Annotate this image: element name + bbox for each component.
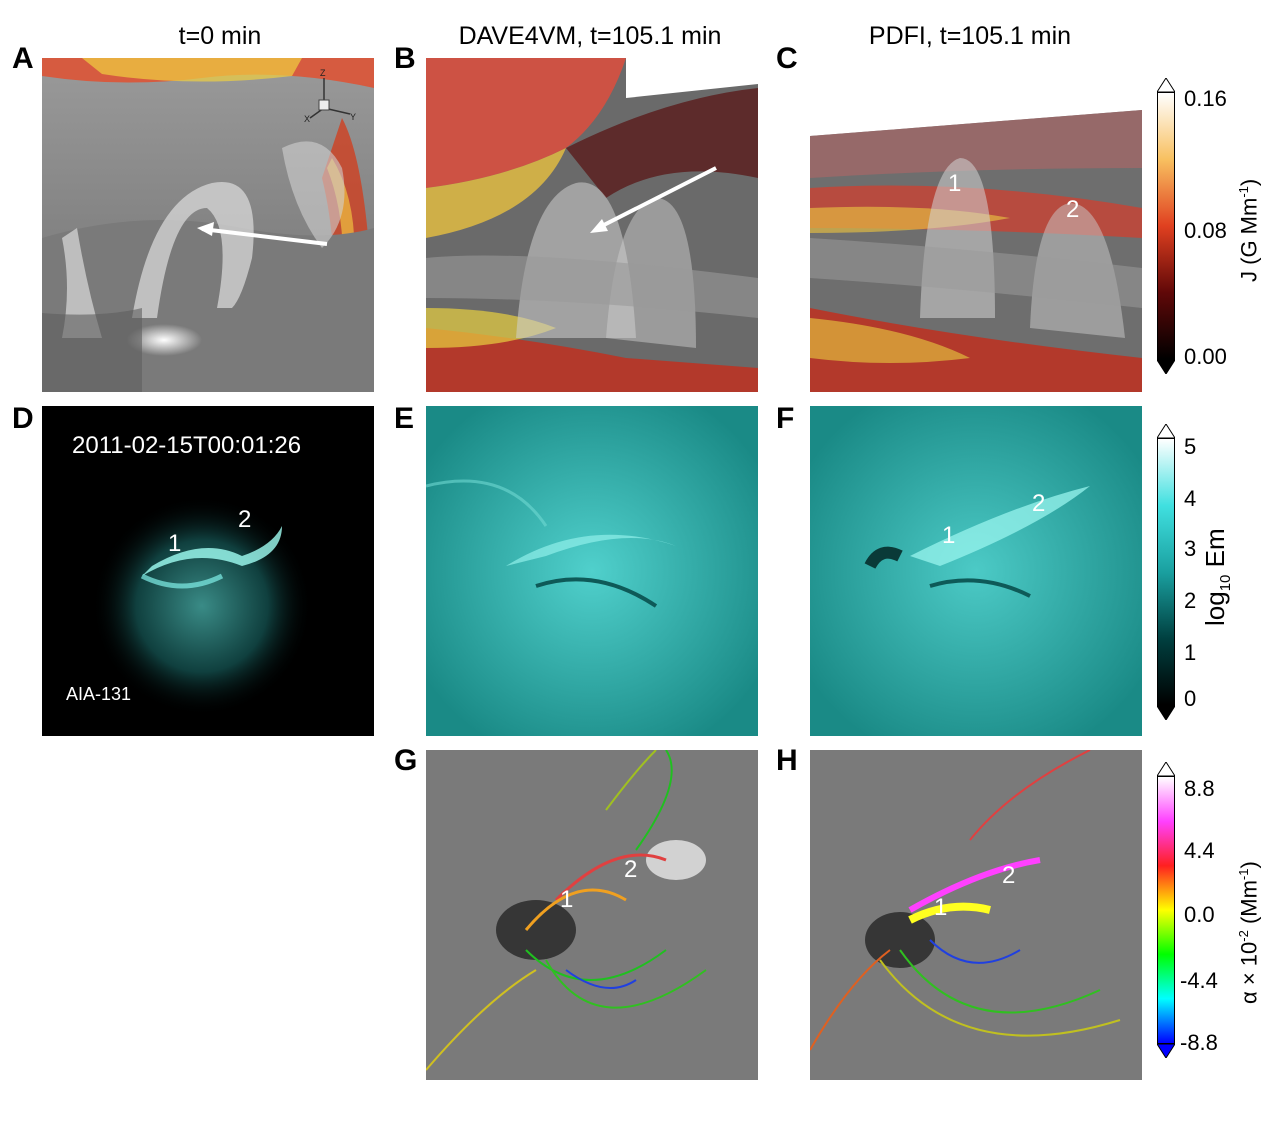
cb-j-tick-low: 0.00 — [1184, 344, 1227, 369]
cb-j-tick-mid: 0.08 — [1184, 218, 1227, 243]
colorbar-emission — [1157, 424, 1175, 720]
panel-label-b: B — [394, 42, 416, 75]
triad-z-label: Z — [320, 68, 326, 78]
panel-b-current-isosurface — [426, 58, 758, 392]
panel-label-d: D — [12, 402, 34, 435]
panel-label-f: F — [776, 402, 795, 435]
colorbar-current-density — [1157, 78, 1175, 374]
observation-timestamp: 2011-02-15T00:01:26 — [72, 432, 302, 459]
column-title-a: t=0 min — [178, 22, 262, 50]
cb-j-tick-high: 0.16 — [1184, 86, 1227, 111]
instrument-label: AIA-131 — [66, 684, 132, 704]
cb-em-tick-4: 4 — [1184, 486, 1197, 511]
panel-label-a: A — [12, 42, 34, 75]
colorbar-alpha — [1157, 762, 1175, 1058]
loop-label-2: 2 — [1002, 862, 1016, 889]
cb-alpha-label: α × 10-2 (Mm-1) — [1236, 861, 1262, 1004]
cb-em-tick-3: 3 — [1184, 536, 1197, 561]
panel-d-aia-image: 2011-02-15T00:01:26 AIA-131 1 2 — [42, 406, 374, 736]
loop-label-1: 1 — [560, 886, 574, 913]
loop-label-2: 2 — [238, 506, 252, 533]
cb-j-label: J (G Mm-1) — [1236, 178, 1262, 282]
panel-g-field-lines: 1 2 — [426, 750, 758, 1080]
column-title-c: PDFI, t=105.1 min — [868, 22, 1072, 50]
panel-label-e: E — [394, 402, 415, 435]
column-title-b: DAVE4VM, t=105.1 min — [458, 22, 722, 50]
axes-triad-icon — [309, 78, 351, 119]
loop-label-1: 1 — [942, 522, 956, 549]
cb-em-tick-0: 0 — [1184, 686, 1197, 711]
loop-label-1: 1 — [168, 530, 182, 557]
loop-label-2: 2 — [624, 856, 638, 883]
panel-e-synthetic-emission — [426, 406, 758, 736]
panel-a-current-isosurface: Z Y X — [42, 58, 374, 392]
panel-h-field-lines: 1 2 — [810, 750, 1142, 1080]
cb-em-tick-2: 2 — [1184, 588, 1197, 613]
cb-alpha-tick-8-8: 8.8 — [1184, 776, 1215, 801]
cb-alpha-tick-neg-8-8: -8.8 — [1180, 1030, 1218, 1055]
loop-label-1: 1 — [934, 894, 948, 921]
panel-label-h: H — [776, 744, 798, 777]
loop-label-1: 1 — [948, 170, 962, 197]
cb-em-tick-1: 1 — [1184, 640, 1197, 665]
panel-f-synthetic-emission: 1 2 — [810, 406, 1142, 736]
cb-em-tick-5: 5 — [1184, 434, 1197, 459]
loop-label-2: 2 — [1032, 490, 1046, 517]
panel-c-current-isosurface: 1 2 — [810, 58, 1142, 392]
panel-label-c: C — [776, 42, 798, 75]
cb-em-label: log10 Em — [1200, 528, 1235, 626]
loop-label-2: 2 — [1066, 196, 1080, 223]
cb-alpha-tick-neg-4-4: -4.4 — [1180, 968, 1218, 993]
panel-label-g: G — [394, 744, 418, 777]
cb-alpha-tick-4-4: 4.4 — [1184, 838, 1215, 863]
triad-y-label: Y — [350, 112, 357, 122]
cb-alpha-tick-0: 0.0 — [1184, 902, 1215, 927]
triad-x-label: X — [304, 114, 311, 124]
